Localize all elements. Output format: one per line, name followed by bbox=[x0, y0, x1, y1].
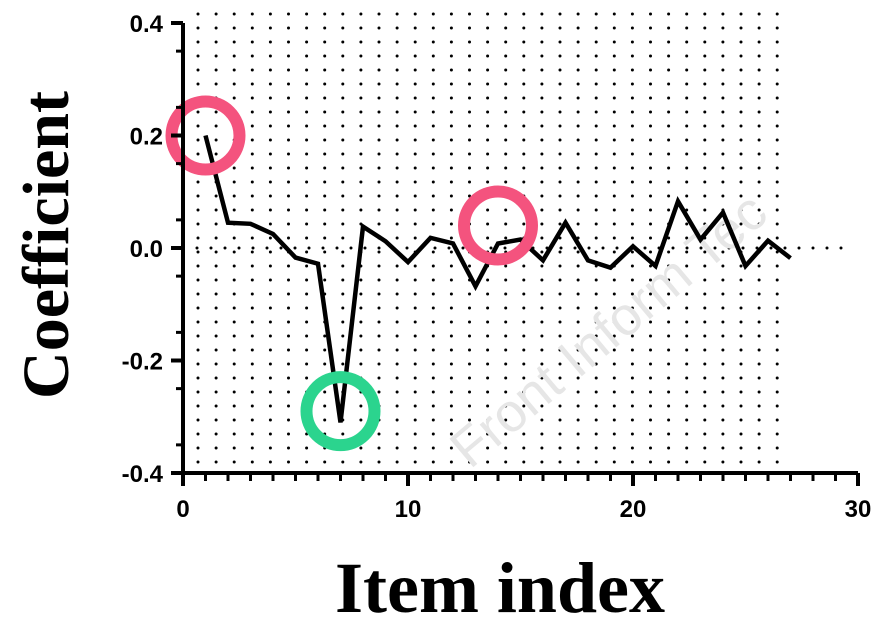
highlight-circle bbox=[300, 371, 381, 452]
y-tick-label: 0.4 bbox=[130, 11, 164, 38]
series-line bbox=[203, 134, 792, 423]
y-tick-label: -0.4 bbox=[122, 461, 164, 488]
y-tick-label: 0.2 bbox=[130, 124, 163, 151]
x-tick-label: 0 bbox=[176, 496, 189, 523]
x-tick-label: 10 bbox=[395, 496, 422, 523]
x-tick-label: 30 bbox=[845, 496, 872, 523]
y-axis-title: Coefficient bbox=[10, 91, 83, 399]
highlight-circle bbox=[458, 185, 538, 266]
axes bbox=[171, 21, 860, 486]
y-tick-label: 0.0 bbox=[130, 236, 163, 263]
highlight-circles bbox=[165, 95, 538, 452]
tick-labels: -0.4 -0.2 0.0 0.2 0.4 0 10 20 30 bbox=[122, 11, 872, 523]
x-tick-label: 20 bbox=[620, 496, 647, 523]
x-axis-title: Item index bbox=[335, 548, 665, 620]
y-tick-label: -0.2 bbox=[122, 349, 163, 376]
